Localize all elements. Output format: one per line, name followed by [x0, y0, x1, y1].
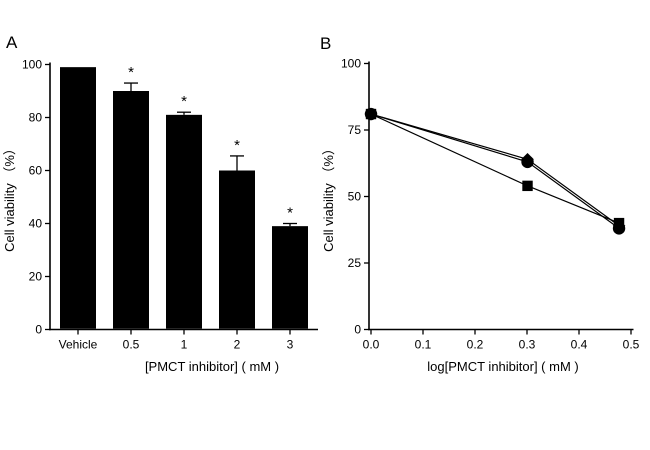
- bar-vehicle: [60, 67, 96, 329]
- y-tick-label: 40: [29, 217, 43, 231]
- x-tick-label: 0.1: [415, 338, 432, 352]
- bar-2: [219, 170, 255, 329]
- y-tick-label: 100: [341, 57, 361, 71]
- significance-asterisk: *: [287, 205, 293, 222]
- y-tick-label: 25: [348, 256, 362, 270]
- x-tick-label: 0.5: [623, 338, 640, 352]
- significance-asterisk: *: [181, 93, 187, 110]
- marker-circle: [612, 222, 626, 235]
- x-tick-label: 0.5: [123, 338, 140, 352]
- line-chart-panel-b: 0 25 50 75 100 0.0 0.1 0.2 0.3 0.4 0.5: [341, 57, 640, 352]
- bar-0.5: [113, 91, 149, 329]
- marker-square: [522, 180, 533, 192]
- bar-chart-panel-a: 0 20 40 60 80 100 Vehicle 0.5 * 1 * 2 * 3 *: [22, 58, 318, 352]
- bar-3: [272, 226, 308, 329]
- significance-asterisk: *: [128, 64, 134, 81]
- x-tick-label: Vehicle: [59, 338, 98, 352]
- y-tick-label: 0: [35, 323, 42, 337]
- marker-circle: [521, 155, 534, 169]
- panel-a-letter: A: [6, 33, 18, 52]
- panel-a-x-axis-title: [PMCT inhibitor] ( mM ): [145, 359, 279, 374]
- y-tick-label: 50: [348, 190, 362, 204]
- y-tick-label: 80: [29, 111, 43, 125]
- x-tick-label: 0.2: [467, 338, 484, 352]
- panel-a-y-axis-title: Cell viability （%）: [2, 142, 17, 252]
- y-tick-label: 0: [354, 323, 361, 337]
- x-tick-label: 3: [287, 338, 294, 352]
- x-tick-label: 2: [234, 338, 241, 352]
- series-line-square: [370, 113, 620, 224]
- x-tick-label: 0.3: [519, 338, 536, 352]
- bar-1: [166, 114, 202, 329]
- x-tick-label: 0.4: [571, 338, 588, 352]
- x-tick-label: 0.0: [363, 338, 380, 352]
- y-tick-label: 60: [29, 164, 43, 178]
- significance-asterisk: *: [234, 137, 240, 154]
- y-tick-label: 75: [348, 123, 362, 137]
- panel-b-x-axis-title: log[PMCT inhibitor] ( mM ): [427, 359, 578, 374]
- y-tick-label: 20: [29, 270, 43, 284]
- panel-b-y-axis-title: Cell viability （%）: [321, 142, 336, 252]
- x-tick-label: 1: [181, 338, 188, 352]
- y-tick-label: 100: [22, 58, 42, 72]
- panel-b-letter: B: [320, 34, 331, 53]
- marker-circle: [364, 107, 378, 121]
